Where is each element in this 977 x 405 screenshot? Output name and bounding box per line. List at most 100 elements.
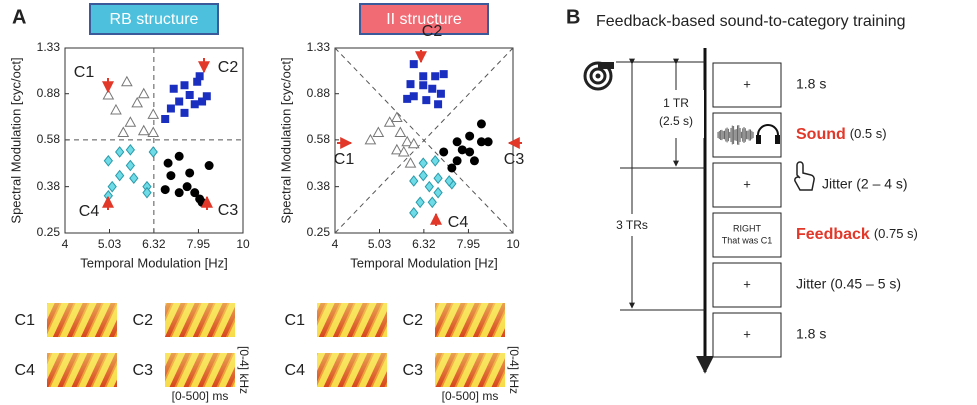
spectrogram-grid: C1C2C4C3[0-4] kHz[0-500] ms: [285, 303, 521, 403]
category-label: C3: [504, 151, 525, 168]
point: [410, 61, 417, 68]
spectrogram-label: C2: [133, 312, 154, 329]
point: [186, 169, 194, 177]
time-range: [0-500] ms: [172, 389, 229, 403]
point: [431, 156, 439, 166]
scanner-icon: [585, 62, 614, 89]
timeline-title: Feedback-based sound-to-category trainin…: [596, 13, 906, 30]
point: [435, 101, 442, 108]
point: [111, 105, 121, 114]
x-tick-label: 6.32: [412, 237, 436, 251]
panel-label: B: [566, 6, 580, 28]
point: [429, 85, 436, 92]
point: [164, 159, 172, 167]
screen-text: +: [743, 176, 751, 191]
point: [161, 186, 169, 194]
point: [428, 197, 436, 207]
figure: A B Feedback-based sound-to-category tra…: [0, 0, 977, 405]
point: [143, 188, 151, 198]
spectrogram-label: C3: [403, 362, 424, 379]
y-tick-label: 0.58: [307, 132, 331, 146]
point: [420, 82, 427, 89]
scatter-chart: II structure45.036.327.95100.250.380.580…: [278, 4, 524, 270]
screen-text: +: [743, 326, 751, 341]
emphasis: Sound: [796, 126, 846, 143]
spectrogram-shade: [317, 353, 387, 387]
tr-label: 1 TR: [663, 96, 689, 110]
screen-row: +1.8 s: [713, 313, 826, 357]
point: [404, 95, 411, 102]
screen-text: +: [743, 76, 751, 91]
category-label: C4: [79, 203, 100, 220]
point: [205, 162, 213, 170]
x-tick-label: 5.03: [98, 237, 122, 251]
spectrogram-shade: [435, 303, 505, 337]
screen-row: +1.8 s: [713, 63, 826, 107]
screen-row: +Jitter (0.45 – 5 s): [713, 263, 901, 307]
point: [104, 156, 112, 166]
point: [132, 98, 142, 107]
detail: (0.5 s): [850, 126, 887, 141]
screen-label: 1.8 s: [796, 76, 826, 92]
point: [458, 146, 466, 154]
point: [181, 109, 188, 116]
point: [118, 127, 128, 136]
category-label: C2: [422, 23, 443, 40]
point: [416, 197, 424, 207]
point: [395, 127, 405, 136]
point: [434, 188, 442, 198]
point: [406, 158, 416, 167]
point: [410, 208, 418, 218]
hand-icon: [795, 162, 814, 190]
point: [440, 148, 448, 156]
x-tick-label: 4: [332, 237, 339, 251]
y-tick-label: 0.88: [37, 86, 61, 100]
category-label: C2: [218, 59, 239, 76]
category-label: C4: [448, 214, 469, 231]
point: [453, 138, 461, 146]
detail: (0.75 s): [874, 226, 918, 241]
spectrogram-grid: C1C2C4C3[0-4] kHz[0-500] ms: [15, 303, 251, 403]
y-tick-label: 0.38: [307, 179, 331, 193]
tr-duration: (2.5 s): [659, 114, 693, 128]
point: [196, 73, 203, 80]
x-tick-label: 5.03: [368, 237, 392, 251]
x-tick-label: 7.95: [457, 237, 481, 251]
screen-text: RIGHT: [733, 223, 762, 233]
headphones-icon: [756, 135, 761, 144]
y-tick-label: 0.88: [307, 86, 331, 100]
x-tick-label: 4: [62, 237, 69, 251]
spectrogram-label: C4: [15, 362, 36, 379]
spectrogram-label: C2: [403, 312, 424, 329]
screen-label: Feedback (0.75 s): [796, 226, 918, 243]
spectrogram-shade: [47, 303, 117, 337]
y-tick-label: 0.58: [37, 132, 61, 146]
point: [148, 127, 158, 136]
time-range: [0-500] ms: [442, 389, 499, 403]
spectrogram-label: C1: [285, 312, 306, 329]
point: [175, 189, 183, 197]
x-axis-label: Temporal Modulation [Hz]: [80, 255, 227, 270]
point: [175, 152, 183, 160]
spectrogram-shade: [47, 353, 117, 387]
screen-label: Jitter (2 – 4 s): [822, 176, 908, 192]
point: [448, 164, 456, 172]
panel-label: A: [12, 6, 26, 28]
y-tick-label: 0.38: [37, 179, 61, 193]
point: [477, 120, 485, 128]
point: [410, 176, 418, 186]
emphasis: Feedback: [796, 226, 870, 243]
spectrogram-label: C1: [15, 312, 36, 329]
chart-title: RB structure: [110, 11, 199, 28]
spectrogram-shade: [435, 353, 505, 387]
screen-label: 1.8 s: [796, 326, 826, 342]
headphones-icon: [775, 135, 780, 144]
point: [423, 97, 430, 104]
point: [373, 127, 383, 136]
category-label: C1: [334, 151, 355, 168]
x-tick-label: 10: [506, 237, 520, 251]
point: [126, 161, 134, 171]
point: [139, 126, 149, 135]
y-axis-label: Spectral Modulation [cyc/oct]: [8, 57, 23, 223]
point: [108, 182, 116, 192]
